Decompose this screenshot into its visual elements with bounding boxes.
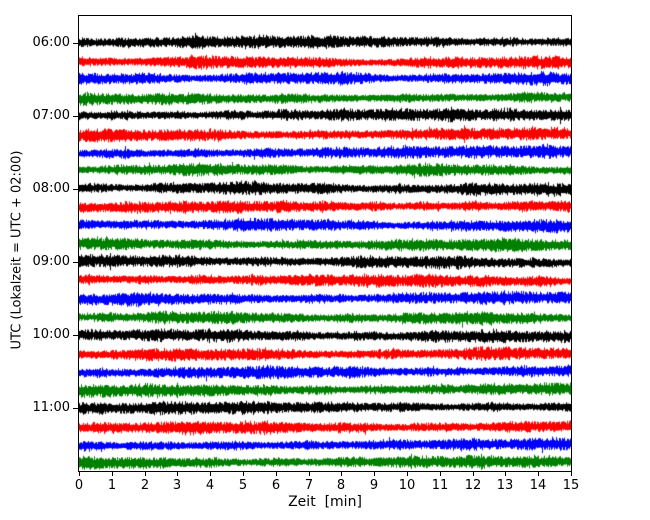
x-tick-mark: [177, 471, 178, 476]
x-tick-mark: [538, 471, 539, 476]
y-tick-mark: [73, 116, 78, 117]
x-tick-mark: [309, 471, 310, 476]
y-tick-mark: [73, 43, 78, 44]
y-axis-label: UTC (Lokalzeit = UTC + 02:00): [9, 150, 25, 350]
plot-area: [78, 15, 572, 472]
x-tick-label: 13: [496, 478, 514, 493]
x-tick-label: 9: [369, 478, 379, 493]
x-tick-label: 0: [74, 478, 84, 493]
x-tick-mark: [243, 471, 244, 476]
x-tick-label: 11: [431, 478, 449, 493]
y-tick-label: 09:00: [32, 254, 70, 269]
x-tick-mark: [571, 471, 572, 476]
waveform-traces-canvas: [79, 16, 571, 471]
x-tick-mark: [440, 471, 441, 476]
x-tick-mark: [210, 471, 211, 476]
y-tick-mark: [73, 189, 78, 190]
y-tick-mark: [73, 408, 78, 409]
x-tick-label: 15: [562, 478, 580, 493]
x-tick-label: 4: [205, 478, 215, 493]
x-tick-mark: [407, 471, 408, 476]
x-tick-mark: [505, 471, 506, 476]
x-tick-label: 6: [271, 478, 281, 493]
x-tick-label: 3: [172, 478, 182, 493]
y-tick-label: 10:00: [32, 327, 70, 342]
y-tick-label: 06:00: [32, 35, 70, 50]
x-tick-mark: [79, 471, 80, 476]
x-axis-label: Zeit [min]: [288, 494, 362, 510]
y-tick-mark: [73, 262, 78, 263]
x-tick-mark: [145, 471, 146, 476]
x-tick-mark: [341, 471, 342, 476]
x-tick-label: 10: [398, 478, 416, 493]
x-tick-mark: [112, 471, 113, 476]
x-tick-label: 8: [336, 478, 346, 493]
x-tick-label: 5: [238, 478, 248, 493]
x-tick-label: 12: [464, 478, 482, 493]
x-tick-label: 2: [140, 478, 150, 493]
y-tick-label: 07:00: [32, 108, 70, 123]
y-tick-label: 11:00: [32, 400, 70, 415]
x-tick-label: 7: [304, 478, 314, 493]
x-tick-label: 14: [529, 478, 547, 493]
y-tick-mark: [73, 335, 78, 336]
x-tick-mark: [276, 471, 277, 476]
x-tick-mark: [374, 471, 375, 476]
x-tick-label: 1: [107, 478, 117, 493]
x-tick-mark: [473, 471, 474, 476]
y-tick-label: 08:00: [32, 181, 70, 196]
